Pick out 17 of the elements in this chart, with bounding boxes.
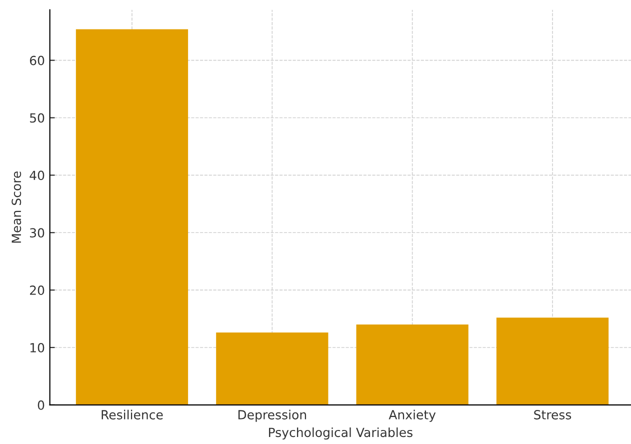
x-axis-title: Psychological Variables (269, 427, 412, 440)
y-tick-label: 0 (38, 400, 44, 410)
y-tick-label: 40 (30, 170, 44, 180)
bar (76, 29, 188, 405)
x-tick-label: Resilience (102, 410, 163, 420)
bar (496, 318, 609, 405)
y-axis-title: Mean Score (12, 171, 22, 243)
bar (216, 332, 328, 405)
y-tick-label: 20 (30, 286, 44, 295)
y-tick-label: 30 (30, 228, 44, 238)
y-tick-label: 60 (30, 56, 44, 66)
bar (356, 324, 468, 405)
x-tick-label: Depression (238, 410, 306, 422)
x-tick-label: Stress (534, 410, 572, 420)
x-tick-label: Anxiety (388, 410, 436, 422)
y-tick-label: 50 (30, 113, 44, 123)
y-tick-label: 10 (30, 342, 44, 352)
